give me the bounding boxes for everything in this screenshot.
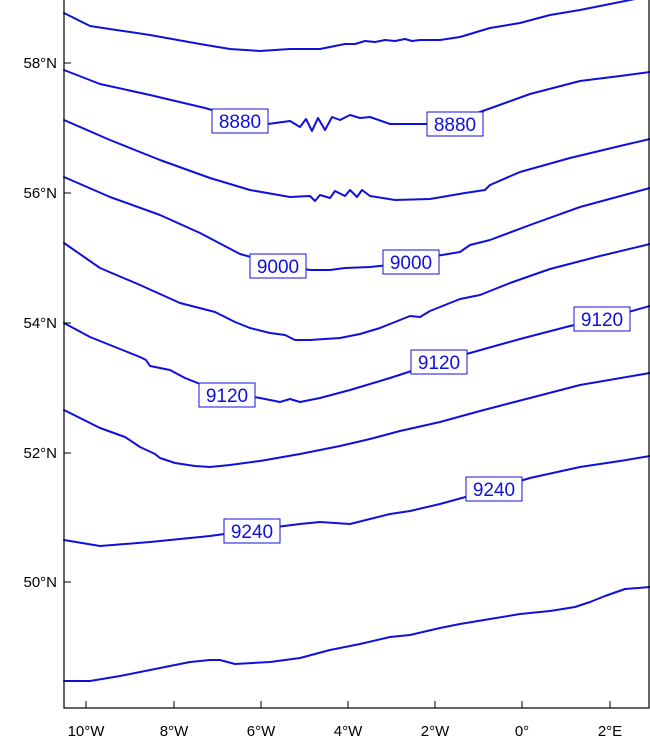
contour-label-text: 8880 [219,112,261,133]
contour-line [63,455,650,547]
y-tick-label: 50°N [23,574,57,591]
contour-label-text: 9000 [257,257,299,278]
contour-label-8880: 8880 [426,111,484,137]
contour-line [63,119,650,202]
map-frame [63,0,650,709]
contour-line [63,372,650,468]
x-tick-label: 8°W [160,723,189,740]
contour-line [63,0,636,52]
contour-label-text: 8880 [434,115,476,136]
contour-label-9120: 9120 [198,382,256,408]
x-tick-label: 10°W [68,723,106,740]
x-tick-label: 2°W [421,723,450,740]
contour-line [63,305,650,403]
contour-label-text: 9120 [581,310,623,331]
x-tick-label: 2°E [598,723,622,740]
contour-labels: 8880 8880 9000 9000 9120 9120 9120 9240 [198,108,631,544]
y-tick-label: 54°N [23,315,57,332]
contour-label-9000: 9000 [382,249,440,275]
contour-label-9120: 9120 [410,349,468,375]
y-tick-label: 56°N [23,185,57,202]
contour-label-text: 9120 [206,386,248,407]
contour-label-text: 9240 [473,480,515,501]
x-axis: 10°W 8°W 6°W 4°W 2°W 0° 2°E [68,701,622,740]
contour-line [63,176,650,271]
contour-label-9240: 9240 [465,476,523,502]
y-tick-label: 58°N [23,55,57,72]
contour-label-text: 9120 [418,353,460,374]
contour-label-8880: 8880 [211,108,269,134]
contour-label-9240: 9240 [223,518,281,544]
x-tick-label: 4°W [334,723,363,740]
contour-line [63,586,650,682]
x-tick-label: 0° [515,723,529,740]
contour-label-9000: 9000 [249,253,307,279]
contour-label-text: 9240 [231,522,273,543]
y-axis: 58°N 56°N 54°N 52°N 50°N [23,55,71,591]
contour-line [63,69,650,132]
contour-lines [63,0,650,682]
contour-label-text: 9000 [390,253,432,274]
x-tick-label: 6°W [247,723,276,740]
contour-label-9120: 9120 [573,306,631,332]
y-tick-label: 52°N [23,445,57,462]
contour-line [63,242,650,341]
